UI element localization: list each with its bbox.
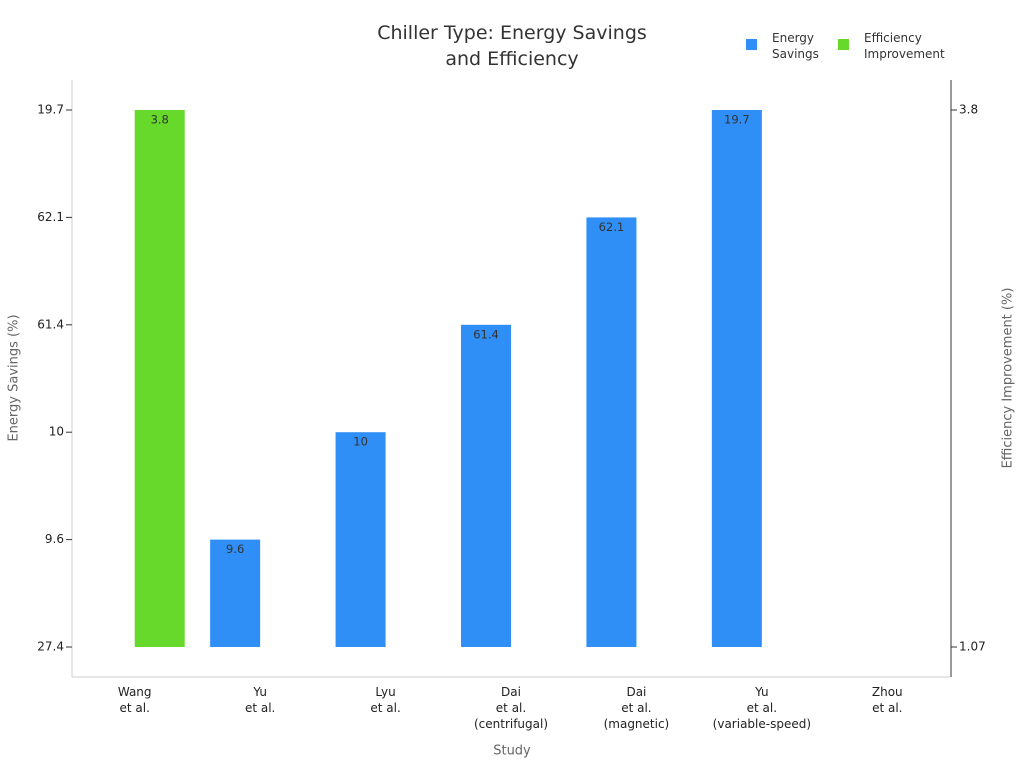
value-label: 10 (353, 435, 368, 449)
x-tick-label: Dai et al. (magnetic) (604, 685, 670, 731)
bar (461, 324, 511, 647)
chart-title: Chiller Type: Energy Savings and Efficien… (377, 22, 647, 70)
x-tick-label: Zhou et al. (872, 685, 903, 715)
y2-tick-label: 1.07 (959, 640, 986, 654)
x-tick-label: Dai et al. (centrifugal) (474, 685, 548, 731)
y-tick-label: 10 (49, 425, 64, 439)
y-tick-label: 61.4 (37, 317, 64, 331)
x-tick-label: Wang et al. (118, 685, 152, 715)
x-tick-label: Yu et al. (245, 685, 275, 715)
bar (711, 110, 762, 647)
y-tick-label: 9.6 (45, 532, 64, 546)
value-label: 9.6 (226, 542, 244, 556)
x-axis-title: Study (493, 744, 531, 759)
y-tick-label: 62.1 (37, 210, 64, 224)
bar (210, 539, 261, 647)
y2-axis-title: Efficiency Improvement (%) (1001, 288, 1016, 469)
value-label: 61.4 (473, 327, 499, 341)
y-tick-label: 19.7 (37, 103, 64, 117)
x-tick-label: Yu et al. (variable-speed) (713, 685, 811, 731)
x-tick-label: Lyu et al. (370, 685, 400, 715)
value-label: 62.1 (599, 220, 625, 234)
bar (335, 432, 386, 647)
value-label: 3.8 (151, 113, 169, 127)
legend-label: Energy Savings (772, 31, 819, 61)
bar (134, 110, 185, 647)
y2-tick-label: 3.8 (959, 103, 978, 117)
legend-swatch (838, 39, 849, 50)
legend-label: Efficiency Improvement (864, 31, 945, 61)
y-tick-label: 27.4 (37, 640, 64, 654)
value-label: 19.7 (724, 113, 750, 127)
legend-swatch (746, 39, 757, 50)
y-axis-title: Energy Savings (%) (7, 314, 22, 441)
bar (586, 217, 637, 647)
